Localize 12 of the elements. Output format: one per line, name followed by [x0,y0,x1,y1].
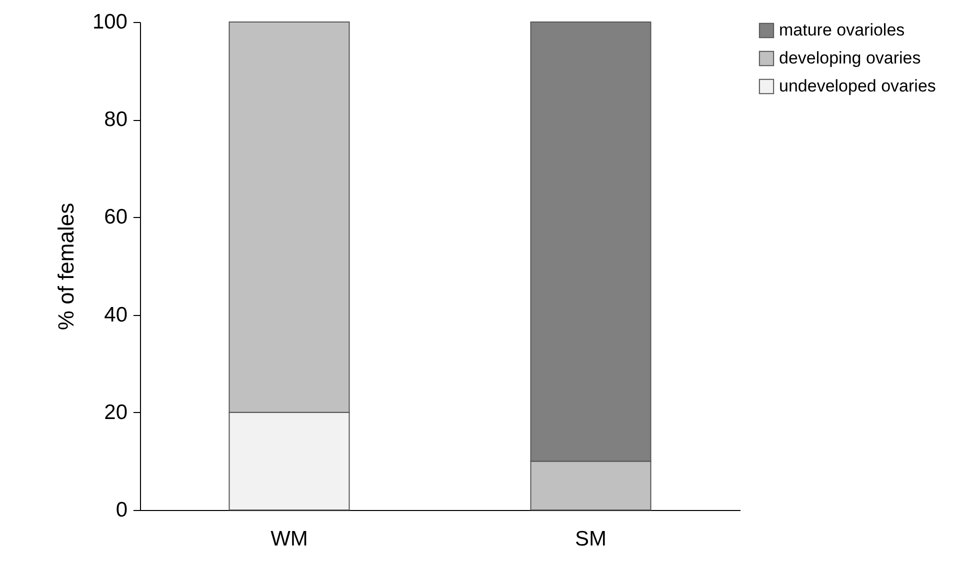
y-tick-label: 20 [104,400,128,424]
y-axis-title: % of females [53,202,78,330]
y-tick-label: 60 [104,206,128,229]
legend-label: developing ovaries [779,48,921,68]
x-tick-label: SM [575,528,607,550]
y-tick-label: 80 [104,108,128,132]
legend-label: undeveloped ovaries [779,76,936,96]
x-tick-label: WM [270,528,308,550]
y-tick-label: 100 [92,10,128,34]
y-tick-label: 0 [116,498,128,522]
legend-label: mature ovarioles [779,20,905,40]
y-tick-label: 40 [104,303,128,326]
